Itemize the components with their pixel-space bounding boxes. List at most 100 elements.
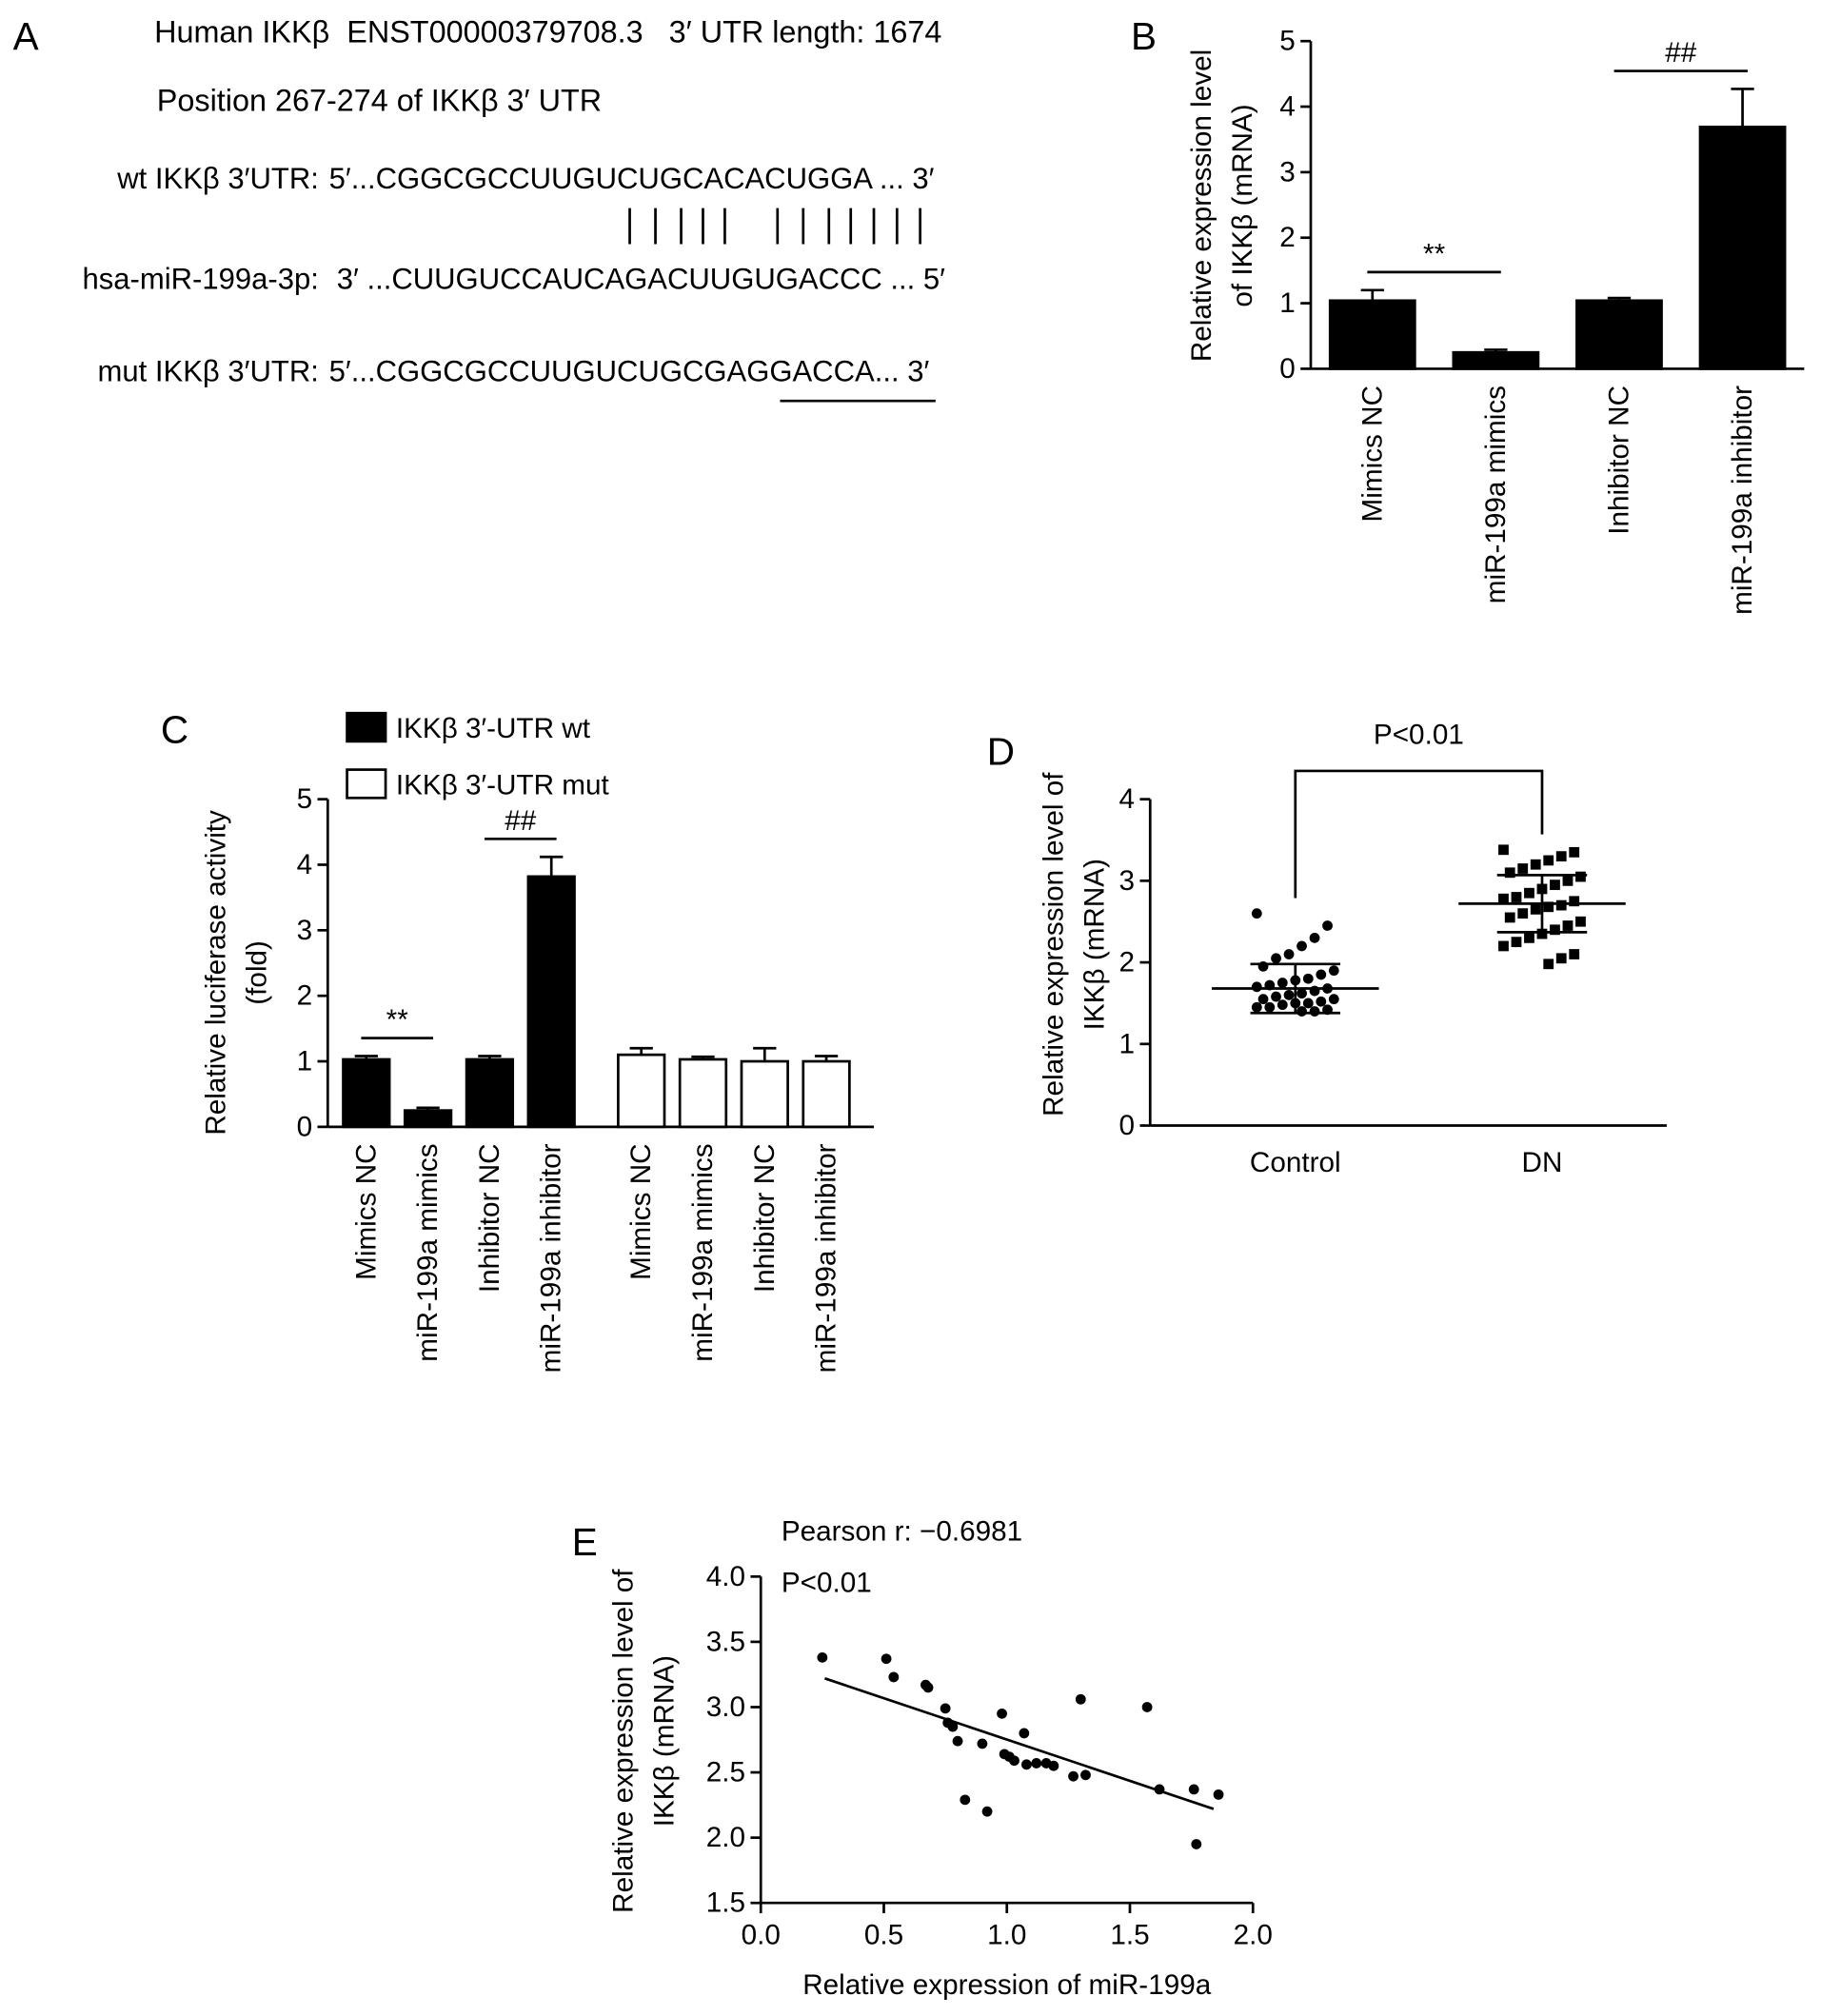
significance-label: ** (1423, 239, 1446, 270)
panel-label: D (987, 730, 1015, 774)
data-point (1569, 949, 1580, 959)
row-name: mut IKKβ 3′UTR: (98, 355, 319, 388)
data-point (1543, 855, 1554, 866)
x-tick-label: 0.5 (864, 1919, 903, 1950)
annotation: P<0.01 (782, 1568, 872, 1599)
data-point (1328, 965, 1339, 977)
data-point (1555, 851, 1567, 862)
x-tick-label: Inhibitor NC (1603, 385, 1634, 535)
data-point (952, 1735, 963, 1747)
y-tick-label: 3.0 (706, 1691, 745, 1723)
data-point (1322, 920, 1333, 931)
base-pairing (628, 208, 921, 245)
data-point (1277, 978, 1288, 988)
data-point (1257, 994, 1269, 1005)
data-point (1048, 1760, 1059, 1771)
y-tick-label: 0 (1119, 1110, 1136, 1141)
bar (465, 1057, 515, 1129)
data-point (1316, 969, 1327, 980)
data-point (1309, 1006, 1320, 1017)
x-tick-label: miR-199a mimics (687, 1143, 719, 1361)
data-point (1213, 1789, 1224, 1800)
data-point (1543, 901, 1554, 913)
data-point (1277, 999, 1288, 1011)
data-point (1009, 1755, 1019, 1767)
y-axis-label: Relative luciferase activity (200, 810, 231, 1136)
x-tick-label: miR-199a inhibitor (536, 1143, 567, 1373)
x-tick-label: Control (1250, 1147, 1341, 1178)
significance-bracket (1294, 769, 1544, 899)
y-tick-label: 2 (1279, 222, 1296, 253)
legend-swatch (346, 768, 387, 800)
panel-label: C (161, 708, 188, 752)
data-point (947, 1721, 959, 1732)
data-point (1309, 932, 1320, 943)
y-tick-label: 1 (297, 1046, 313, 1077)
data-point (1550, 880, 1560, 891)
regression-line (824, 1677, 1215, 1810)
x-tick-label: 0.0 (742, 1919, 781, 1950)
y-tick-label: 1 (1279, 287, 1296, 319)
data-point (1498, 940, 1509, 952)
position: Position 267-274 of IKKβ 3′ UTR (157, 83, 602, 117)
data-point (1251, 1001, 1262, 1013)
data-point (1302, 998, 1314, 1009)
bar (403, 1109, 453, 1129)
x-axis-label: Relative expression of miR-199a (802, 1969, 1212, 2001)
y-tick-label: 5 (297, 783, 313, 815)
data-point (888, 1671, 900, 1683)
bar (740, 1059, 789, 1129)
bar (1575, 299, 1663, 370)
data-point (881, 1653, 892, 1665)
y-tick-label: 3 (1119, 865, 1136, 897)
panel-label: A (13, 14, 39, 58)
data-point (1075, 1693, 1086, 1705)
y-tick-label: 3 (297, 915, 313, 946)
data-point (1555, 899, 1567, 911)
x-tick-label: miR-199a inhibitor (811, 1143, 842, 1373)
data-point (1524, 932, 1534, 943)
data-point (1283, 989, 1295, 1000)
data-point (1550, 924, 1560, 936)
data-point (1141, 1702, 1153, 1712)
significance-label: P<0.01 (1374, 720, 1464, 751)
bar (1698, 126, 1787, 370)
data-point (1555, 953, 1567, 964)
data-point (1524, 887, 1534, 899)
x-tick-label: DN (1522, 1147, 1563, 1178)
y-axis-label: of IKKβ (mRNA) (1227, 104, 1258, 306)
data-point (1188, 1784, 1199, 1795)
x-tick-label: miR-199a mimics (412, 1143, 444, 1361)
data-point (1031, 1758, 1042, 1769)
bar (1328, 299, 1416, 370)
data-point (1498, 893, 1509, 904)
x-tick-label: 2.0 (1234, 1919, 1273, 1950)
y-tick-label: 0 (1279, 353, 1296, 385)
data-point (1296, 940, 1307, 952)
annotation: Pearson r: −0.6981 (782, 1516, 1022, 1548)
y-axis-label: Relative expression level of (607, 1569, 639, 1913)
row-name: wt IKKβ 3′UTR: (116, 162, 319, 195)
data-point (1562, 920, 1574, 931)
data-point (1562, 875, 1574, 886)
legend-label: IKKβ 3′-UTR mut (396, 769, 610, 800)
y-tick-label: 2 (1119, 947, 1136, 978)
data-point (1517, 908, 1529, 919)
sequence: 5′...CGGCGCCUUGUCUGCGAGGACCA... 3′ (329, 355, 930, 388)
data-point (1569, 846, 1580, 858)
y-tick-label: 3 (1279, 156, 1296, 188)
data-point (1191, 1839, 1202, 1849)
data-point (1251, 908, 1262, 919)
significance-label: ## (1665, 37, 1697, 69)
x-tick-label: Inhibitor NC (749, 1143, 781, 1293)
bar (678, 1057, 728, 1129)
y-tick-label: 2.5 (706, 1757, 745, 1789)
data-point (1283, 949, 1295, 959)
data-point (1536, 928, 1548, 939)
data-point (1498, 844, 1509, 856)
data-point (1264, 1001, 1276, 1013)
header: Human IKKβ ENST00000379708.3 3′ UTR leng… (154, 15, 941, 49)
data-point (1575, 916, 1586, 927)
y-tick-label: 2.0 (706, 1822, 745, 1853)
data-point (1511, 937, 1522, 948)
